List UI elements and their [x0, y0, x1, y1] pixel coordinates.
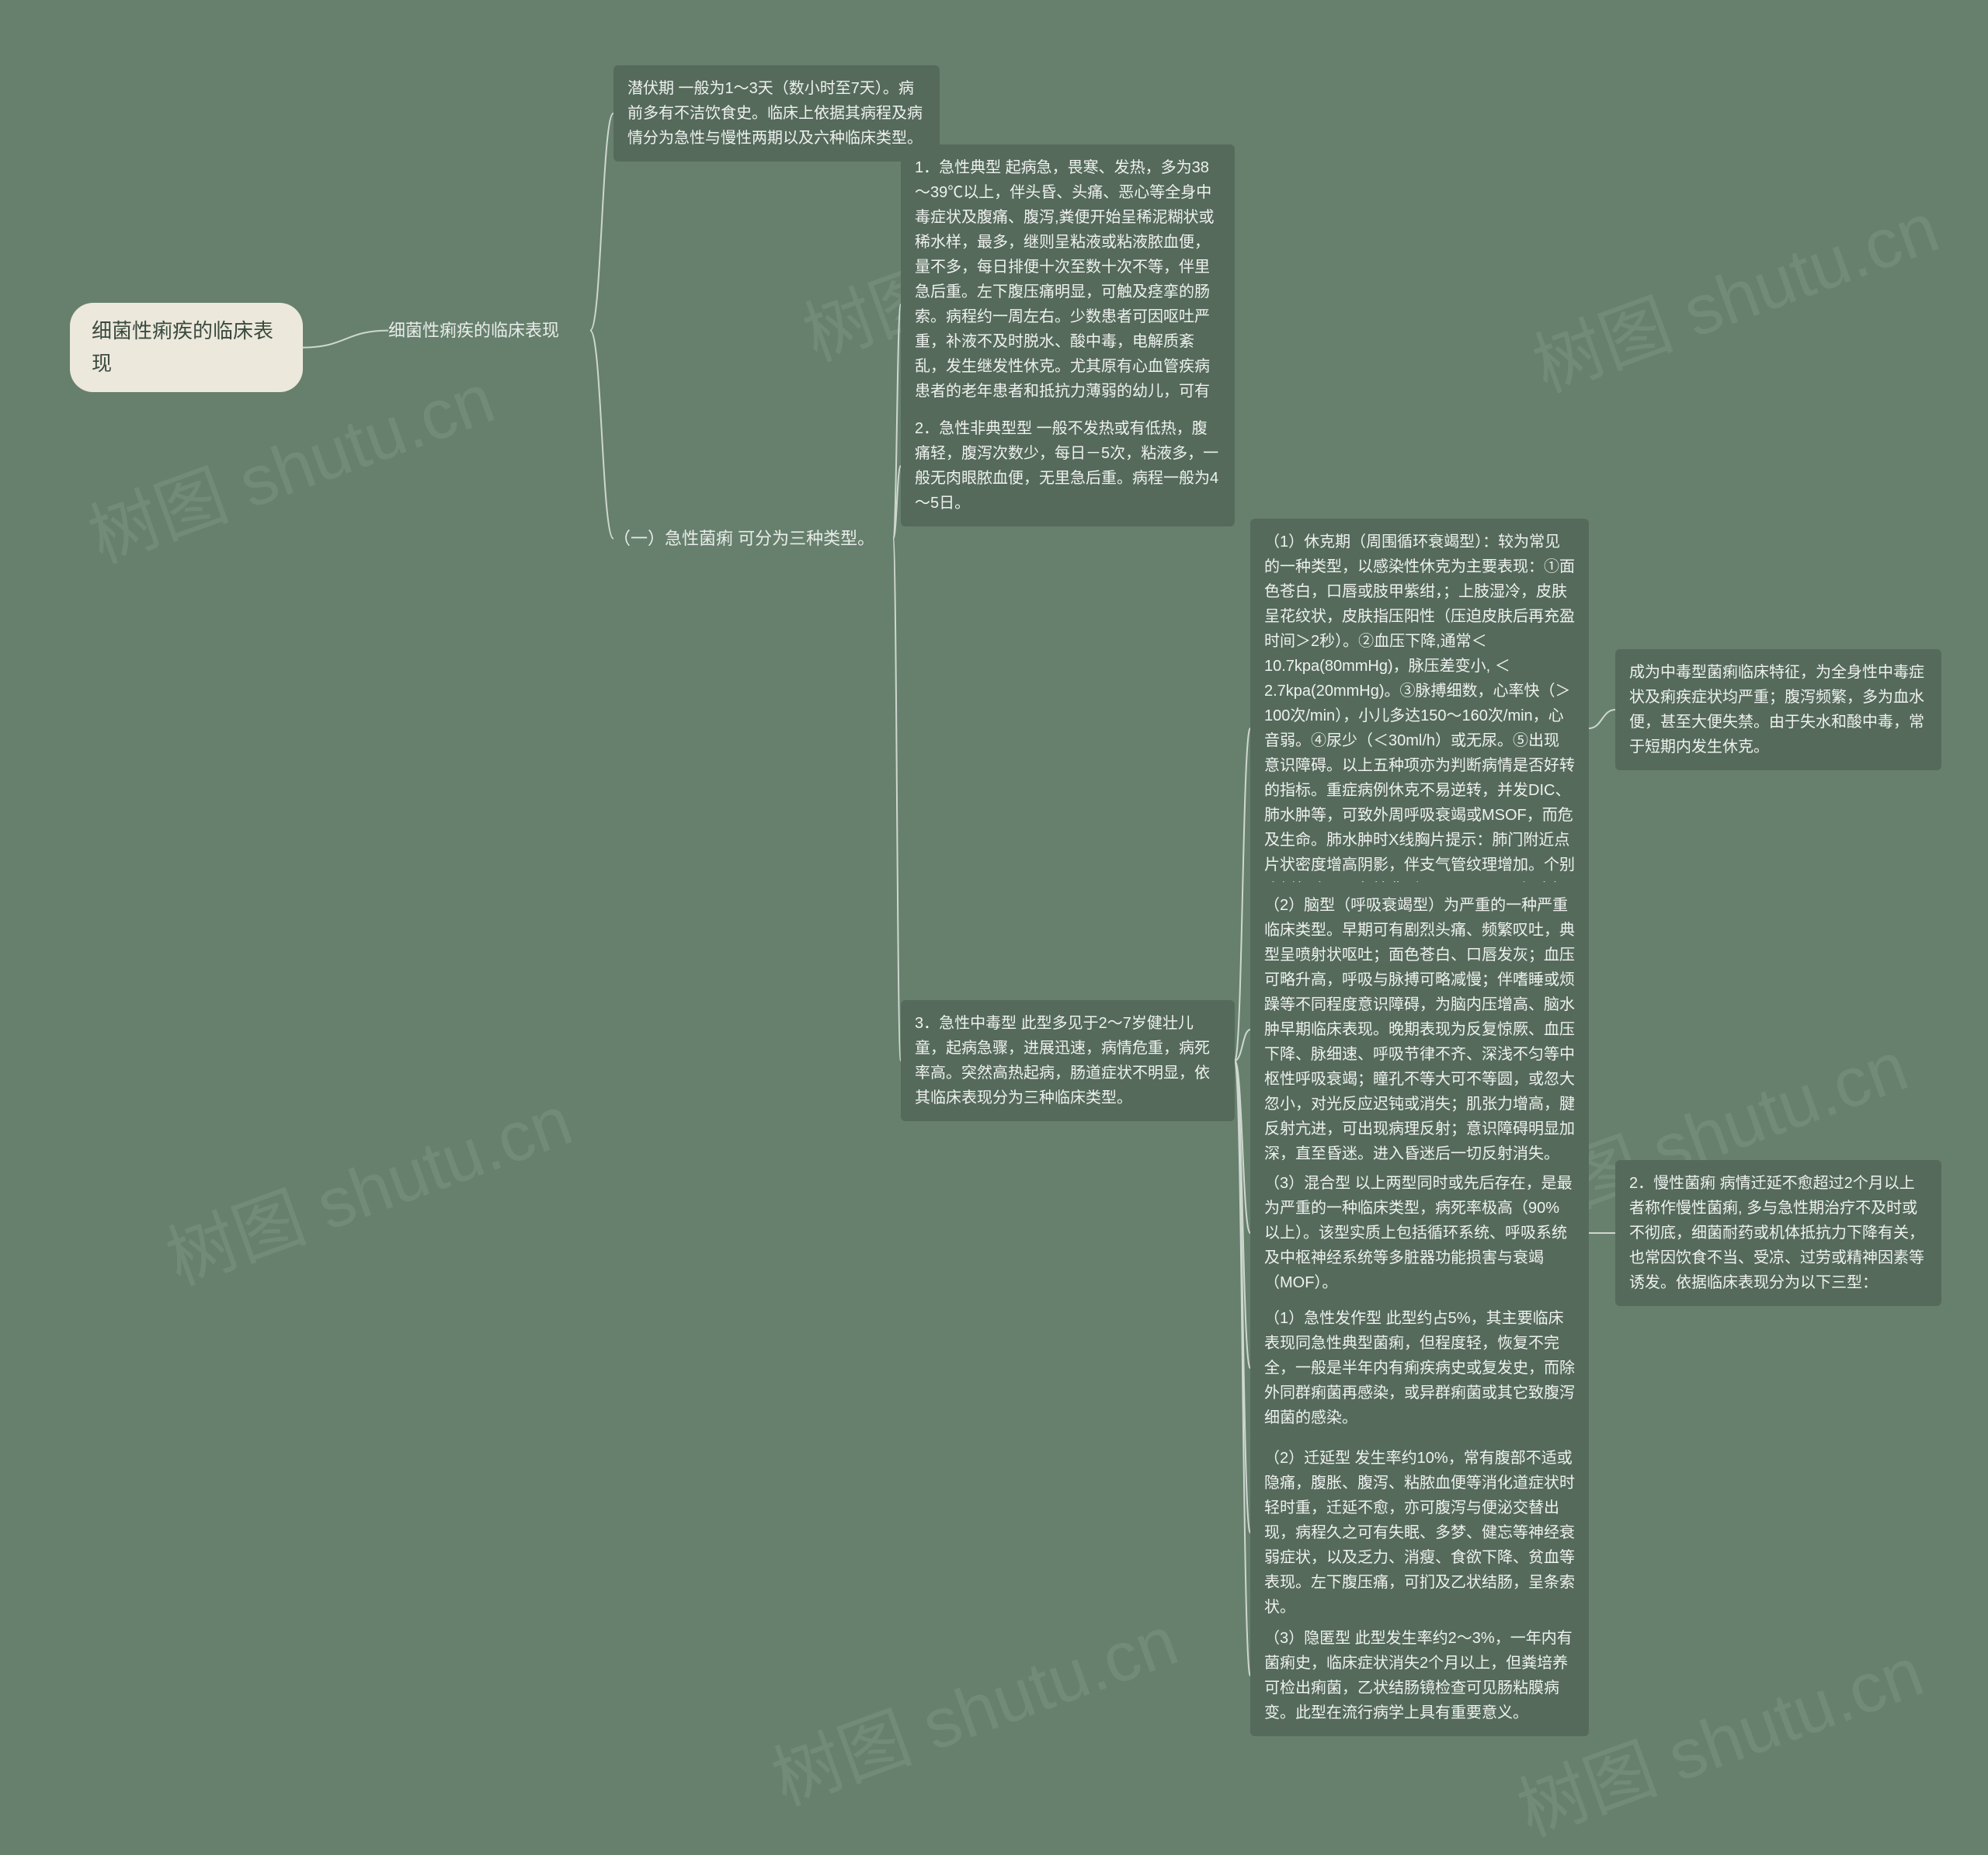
node-chronic-prolonged[interactable]: （2）迁延型 发生率约10%，常有腹部不适或隐痛，腹胀、腹泻、粘脓血便等消化道症…: [1250, 1435, 1589, 1631]
branch-acute[interactable]: （一）急性菌痢 可分为三种类型。: [613, 517, 893, 560]
watermark: 树图 shutu.cn: [1517, 172, 1950, 412]
node-chronic[interactable]: 2．慢性菌痢 病情迁延不愈超过2个月以上者称作慢性菌痢, 多与急性期治疗不及时或…: [1615, 1160, 1941, 1306]
watermark: 树图 shutu.cn: [756, 1585, 1189, 1825]
node-shock-type[interactable]: （1）休克期（周围循环衰竭型）：较为常见的一种类型，以感染性休克为主要表现：①面…: [1250, 519, 1589, 938]
node-shock-detail[interactable]: 成为中毒型菌痢临床特征，为全身性中毒症状及痢疾症状均严重；腹泻频繁，多为血水便，…: [1615, 649, 1941, 770]
root-node[interactable]: 细菌性痢疾的临床表现: [70, 303, 303, 392]
node-incubation[interactable]: 潜伏期 一般为1～3天（数小时至7天）。病前多有不洁饮食史。临床上依据其病程及病…: [613, 65, 940, 162]
node-acute-toxic[interactable]: 3．急性中毒型 此型多见于2～7岁健壮儿童，起病急骤，进展迅速，病情危重，病死率…: [901, 1000, 1235, 1121]
node-brain-type[interactable]: （2）脑型（呼吸衰竭型）为严重的一种严重临床类型。早期可有剧烈头痛、频繁叹吐，典…: [1250, 882, 1589, 1177]
node-mixed-type[interactable]: （3）混合型 以上两型同时或先后存在，是最为严重的一种临床类型，病死率极高（90…: [1250, 1160, 1589, 1306]
node-acute-atypical[interactable]: 2．急性非典型型 一般不发热或有低热，腹痛轻，腹泻次数少，每日－5次，粘液多，一…: [901, 405, 1235, 526]
watermark: 树图 shutu.cn: [151, 1065, 583, 1304]
branch-main[interactable]: 细菌性痢疾的临床表现: [388, 309, 590, 352]
node-chronic-hidden[interactable]: （3）隐匿型 此型发生率约2～3%，一年内有菌痢史，临床症状消失2个月以上，但粪…: [1250, 1615, 1589, 1736]
node-chronic-acute-attack[interactable]: （1）急性发作型 此型约占5%，其主要临床表现同急性典型菌痢，但程度轻，恢复不完…: [1250, 1295, 1589, 1441]
